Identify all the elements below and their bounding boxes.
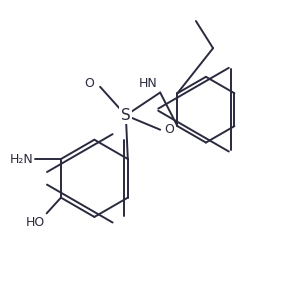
Text: HN: HN [138,77,157,90]
Text: O: O [84,77,94,90]
Text: H₂N: H₂N [10,153,34,166]
Text: S: S [121,108,131,123]
Text: O: O [164,123,174,136]
Text: HO: HO [26,216,45,229]
